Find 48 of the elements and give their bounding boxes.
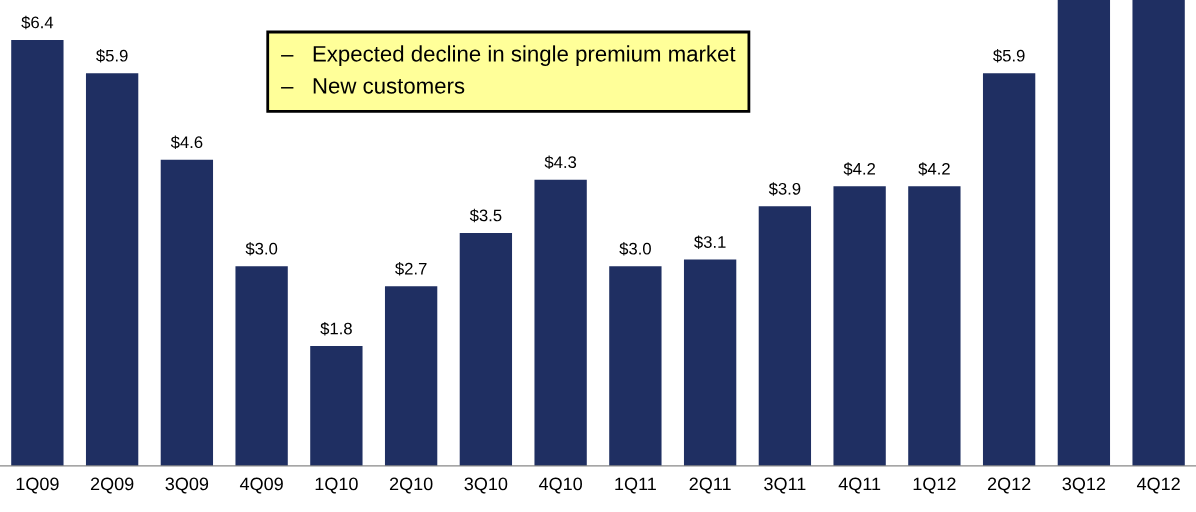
bar xyxy=(384,286,438,466)
x-tick-label: 3Q09 xyxy=(165,477,209,494)
x-tick-label: 1Q11 xyxy=(615,477,656,494)
x-tick-label: 4Q11 xyxy=(838,477,881,494)
bar xyxy=(1057,0,1111,466)
bar xyxy=(235,266,288,466)
x-tick-label: 3Q12 xyxy=(1062,477,1106,494)
data-label: $3.9 xyxy=(768,182,801,196)
x-tick-label: 2Q10 xyxy=(389,477,433,494)
bar xyxy=(160,159,214,466)
x-tick-label: 2Q12 xyxy=(987,477,1031,494)
data-label: $5.9 xyxy=(993,49,1025,63)
bar xyxy=(758,206,812,466)
bar xyxy=(833,186,886,466)
data-label: $3.1 xyxy=(694,235,726,249)
data-label: $1.8 xyxy=(320,321,352,336)
bar xyxy=(908,186,961,466)
annotation: – Expected decline in single premium market xyxy=(281,45,736,67)
bar xyxy=(982,73,1036,466)
x-tick-label: 2Q11 xyxy=(689,477,731,494)
x-tick-label: 1Q09 xyxy=(16,477,59,494)
annotation: – New customers xyxy=(281,78,465,94)
x-tick-label: 3Q10 xyxy=(464,477,508,494)
bar xyxy=(11,39,64,466)
x-tick-label: 4Q12 xyxy=(1136,477,1180,494)
data-label: $5.9 xyxy=(96,49,128,63)
x-tick-label: 4Q09 xyxy=(239,477,283,494)
bar xyxy=(85,73,139,466)
data-label: $2.7 xyxy=(395,262,427,276)
data-label: $4.6 xyxy=(170,135,203,150)
data-label: $4.2 xyxy=(918,162,950,176)
x-tick-label: 4Q10 xyxy=(538,477,583,494)
data-label: $3.0 xyxy=(245,242,278,256)
bar xyxy=(683,259,737,466)
data-label: $4.2 xyxy=(843,162,876,176)
x-tick-label: 1Q10 xyxy=(315,477,358,494)
x-tick-label: 2Q09 xyxy=(90,477,134,494)
x-tick-label: 1Q12 xyxy=(913,477,956,494)
data-label: $4.3 xyxy=(544,155,577,170)
bar xyxy=(609,266,662,466)
data-label: $3.5 xyxy=(469,208,502,223)
data-label: $6.4 xyxy=(21,15,54,30)
bar xyxy=(310,346,363,466)
bar xyxy=(1132,0,1185,466)
data-label: $3.0 xyxy=(619,242,651,256)
bar xyxy=(459,232,513,466)
x-tick-label: 3Q11 xyxy=(764,477,806,494)
bar xyxy=(534,179,587,466)
